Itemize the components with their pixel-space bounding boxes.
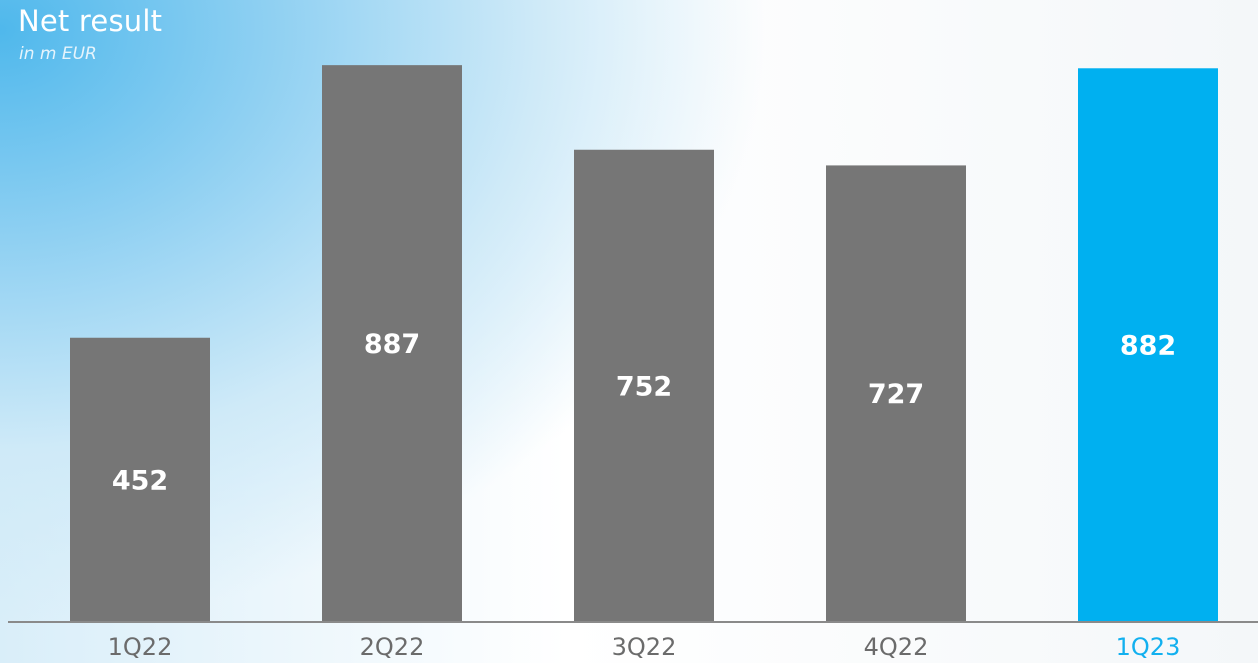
- x-tick-label-4Q22: 4Q22: [864, 633, 929, 661]
- data-label-1Q22: 452: [112, 465, 168, 496]
- data-label-4Q22: 727: [868, 379, 924, 410]
- x-tick-label-3Q22: 3Q22: [612, 633, 677, 661]
- bar-2Q22: [322, 65, 462, 621]
- chart-subtitle: in m EUR: [19, 44, 97, 64]
- bar-1Q23: [1078, 68, 1218, 621]
- data-label-2Q22: 887: [364, 329, 420, 360]
- x-tick-label-1Q22: 1Q22: [108, 633, 173, 661]
- x-tick-label-2Q22: 2Q22: [360, 633, 425, 661]
- data-label-1Q23: 882: [1120, 331, 1176, 362]
- bar-4Q22: [826, 165, 966, 621]
- bar-3Q22: [574, 149, 714, 621]
- chart-title: Net result: [18, 4, 163, 38]
- data-label-3Q22: 752: [616, 371, 672, 402]
- bar-1Q22: [70, 337, 210, 621]
- x-tick-label-1Q23: 1Q23: [1116, 633, 1181, 661]
